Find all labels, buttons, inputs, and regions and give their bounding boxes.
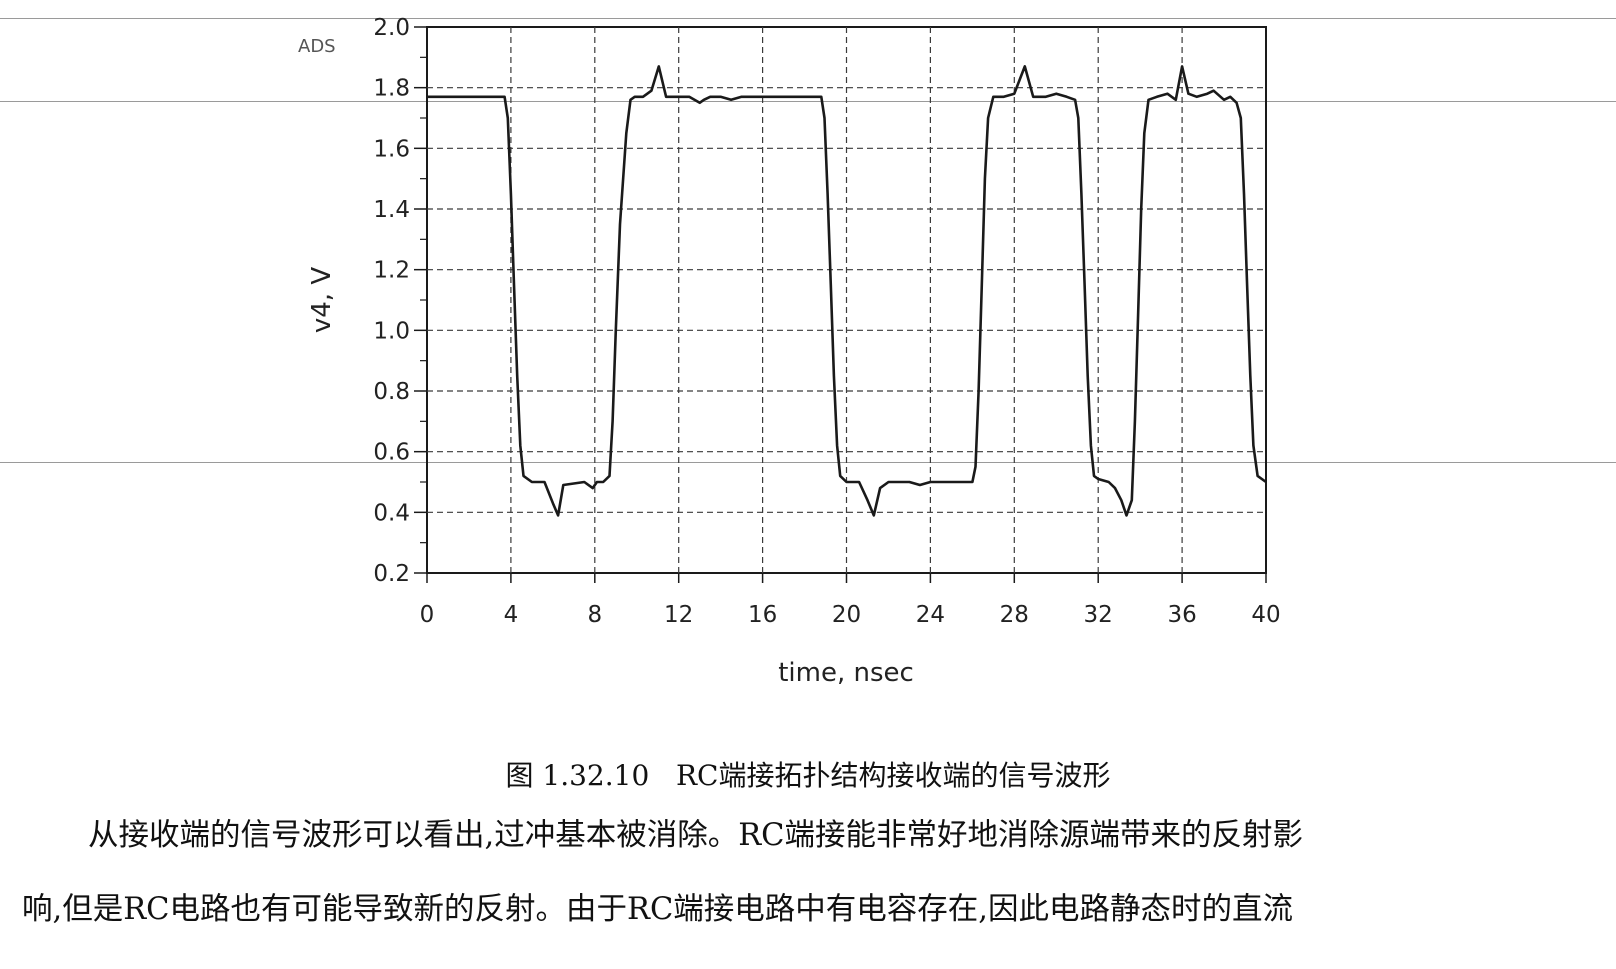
page-rule-middle <box>0 462 1616 463</box>
grid-lines <box>427 27 1266 573</box>
x-tick-label: 8 <box>587 602 602 628</box>
y-tick-label: 0.8 <box>373 379 410 405</box>
y-tick-label: 1.8 <box>373 76 410 102</box>
x-tick-label: 16 <box>748 602 777 628</box>
ads-watermark: ADS <box>298 36 336 57</box>
y-tick-label: 0.2 <box>373 561 410 587</box>
x-tick-label: 0 <box>420 602 435 628</box>
page-rule-top <box>0 18 1616 19</box>
y-tick-label: 0.4 <box>373 500 410 526</box>
tick-labels: 0 4 8 12 16 20 24 28 32 36 40 0.2 0.4 0.6 0.8 1.0 1.2 1.4… <box>373 15 1280 628</box>
x-tick-label: 4 <box>504 602 519 628</box>
y-tick-label: 1.0 <box>373 318 410 344</box>
x-tick-label: 20 <box>832 602 861 628</box>
figure-caption: 图 1.32.10 RC端接拓扑结构接收端的信号波形 <box>505 759 1111 792</box>
y-axis-label: v4, V <box>307 267 337 333</box>
paragraph-line-2: 响,但是RC电路也有可能导致新的反射。由于RC端接电路中有电容存在,因此电路静态… <box>22 892 1293 927</box>
x-tick-label: 12 <box>664 602 693 628</box>
series-line-v4 <box>427 65 1267 517</box>
x-axis-label: time, nsec <box>778 658 914 688</box>
y-tick-label: 0.6 <box>373 440 410 466</box>
x-tick-label: 32 <box>1084 602 1113 628</box>
x-tick-label: 40 <box>1251 602 1280 628</box>
paragraph-line-1: 从接收端的信号波形可以看出,过冲基本被消除。RC端接能非常好地消除源端带来的反射… <box>88 818 1303 853</box>
x-tick-label: 28 <box>1000 602 1029 628</box>
y-tick-label: 1.4 <box>373 197 410 223</box>
y-tick-label: 2.0 <box>373 15 410 41</box>
y-tick-label: 1.2 <box>373 258 410 284</box>
y-tick-label: 1.6 <box>373 136 410 162</box>
series-layer <box>427 65 1267 517</box>
x-tick-label: 24 <box>916 602 945 628</box>
page-rule-upper <box>0 101 1616 102</box>
axis-ticks <box>414 26 1267 583</box>
x-tick-label: 36 <box>1167 602 1196 628</box>
